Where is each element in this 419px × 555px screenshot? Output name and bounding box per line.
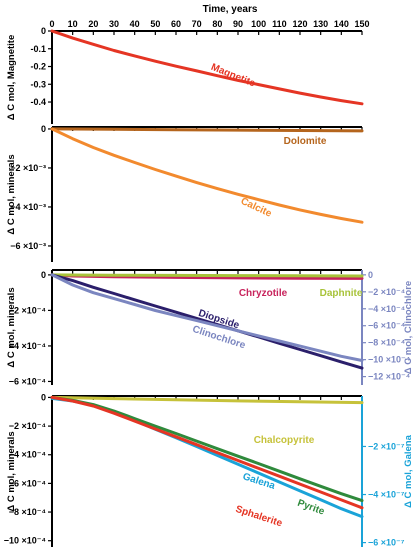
series-label-daphnite: Daphnite xyxy=(320,288,363,299)
panels: 0-0.1-0.2-0.3-0.4Δ C mol, Magnetite Magne… xyxy=(4,26,414,548)
y2-axis-title: Δ C mol, Clinochlore xyxy=(403,281,414,374)
series-line-daphnite xyxy=(50,273,364,278)
series-label-chryzotile: Chryzotile xyxy=(239,288,288,299)
y2-tick-label: −6 ×10⁻⁷ xyxy=(368,538,405,548)
x-tick-label: 90 xyxy=(233,19,243,29)
y-tick-label: 0 xyxy=(41,270,46,280)
series-label-chalcopyrite: Chalcopyrite xyxy=(254,435,315,446)
series-label-clinochlore: Clinochlore xyxy=(191,324,247,352)
x-tick-label: 80 xyxy=(212,19,222,29)
y-tick-label: −2 ×10⁻⁴ xyxy=(9,305,46,315)
y-tick-label: −2 ×10⁻⁴ xyxy=(9,421,46,431)
series-line-sphalerite xyxy=(50,395,364,510)
x-tick-label: 10 xyxy=(68,19,78,29)
series-line-diopside xyxy=(50,273,364,370)
x-tick-label: 30 xyxy=(109,19,119,29)
series-label-dolomite: Dolomite xyxy=(284,136,327,147)
panel-carbonates: 0 −2 ×10⁻³ −4 ×10⁻³ −6 ×10⁻³ Δ C mol, minera… xyxy=(6,124,364,262)
panel-sulfides: 0 −2 ×10⁻⁴ −4 ×10⁻⁴ −6 ×10⁻⁴ −8 ×10⁻⁴ −10 ×10… xyxy=(4,392,414,547)
y-tick-label: −8 ×10⁻⁴ xyxy=(9,507,46,517)
y-tick-label: 0 xyxy=(41,124,46,134)
y2-axis-title: Δ C mol, Galena xyxy=(403,434,414,508)
y-tick-label: −6 ×10⁻⁴ xyxy=(9,376,46,386)
y-tick-label: -0.4 xyxy=(30,97,46,107)
x-tick-label: 50 xyxy=(150,19,160,29)
x-tick-label: 120 xyxy=(292,19,307,29)
y2-tick-label: −4 ×10⁻⁷ xyxy=(368,490,405,500)
series-line-calcite xyxy=(50,127,364,224)
y-tick-label: 0 xyxy=(41,392,46,402)
y-tick-label: −10 ×10⁻⁴ xyxy=(4,536,46,546)
y-tick-label: -0.1 xyxy=(30,44,46,54)
y2-tick-label: −10 ×10⁻⁴ xyxy=(368,355,410,365)
y-tick-label: −6 ×10⁻³ xyxy=(10,241,46,251)
y-axis-title: Δ C mol, minerals xyxy=(6,287,17,367)
y-axis-title: Δ C mol, minerals xyxy=(6,154,17,234)
y-tick-label: −2 ×10⁻³ xyxy=(10,163,46,173)
y2-tick-label: 0 xyxy=(368,270,373,280)
panel-magnetite: 0-0.1-0.2-0.3-0.4Δ C mol, Magnetite Magne… xyxy=(6,26,364,124)
y-tick-label: −6 ×10⁻⁴ xyxy=(9,478,46,488)
y2-tick-label: −2 ×10⁻⁷ xyxy=(368,441,405,451)
y-tick-label: −4 ×10⁻³ xyxy=(10,202,46,212)
series-line-galena xyxy=(50,396,364,519)
x-tick-label: 100 xyxy=(251,19,266,29)
panel-silicates: 0 −2 ×10⁻⁴ −4 ×10⁻⁴ −6 ×10⁻⁴ Δ C mol, minera… xyxy=(6,269,414,386)
x-tick-label: 60 xyxy=(171,19,181,29)
x-tick-label: 70 xyxy=(192,19,202,29)
y2-tick-label: −6 ×10⁻⁴ xyxy=(368,321,405,331)
x-tick-label: 110 xyxy=(272,19,287,29)
x-tick-labels: 0 10 20 30 40 50 60 70 80 90 100 110 120 130 140 150 xyxy=(49,19,369,29)
y-axis-title: Δ C mol, minerals xyxy=(6,431,17,511)
y2-tick-label: −8 ×10⁻⁴ xyxy=(368,338,405,348)
y2-tick-label: −12 ×10⁻⁴ xyxy=(368,372,410,382)
x-tick-label: 150 xyxy=(354,19,369,29)
y2-tick-label: −2 ×10⁻⁴ xyxy=(368,287,405,297)
y-tick-label: -0.2 xyxy=(30,62,46,72)
y-tick-label: -0.3 xyxy=(30,79,46,89)
y-axis-title: Δ C mol, Magnetite xyxy=(6,35,17,120)
series-line-pyrite xyxy=(50,395,364,503)
x-tick-label: 130 xyxy=(313,19,328,29)
x-tick-label: 0 xyxy=(49,19,54,29)
series-line-magnetite xyxy=(50,29,364,106)
series-line-chalcopyrite xyxy=(50,395,364,405)
x-axis-title: Time, years xyxy=(203,4,258,15)
series-line-clinochlore xyxy=(50,273,364,362)
y2-tick-label: −4 ×10⁻⁴ xyxy=(368,304,405,314)
x-tick-label: 20 xyxy=(88,19,98,29)
series-line-dolomite xyxy=(50,127,364,133)
series-label-sphalerite: Sphalerite xyxy=(234,504,284,530)
x-tick-label: 40 xyxy=(130,19,140,29)
y-tick-label: 0 xyxy=(41,26,46,36)
x-tick-label: 140 xyxy=(334,19,349,29)
y-tick-label: −4 ×10⁻⁴ xyxy=(9,450,46,460)
y-tick-label: −4 ×10⁻⁴ xyxy=(9,341,46,351)
